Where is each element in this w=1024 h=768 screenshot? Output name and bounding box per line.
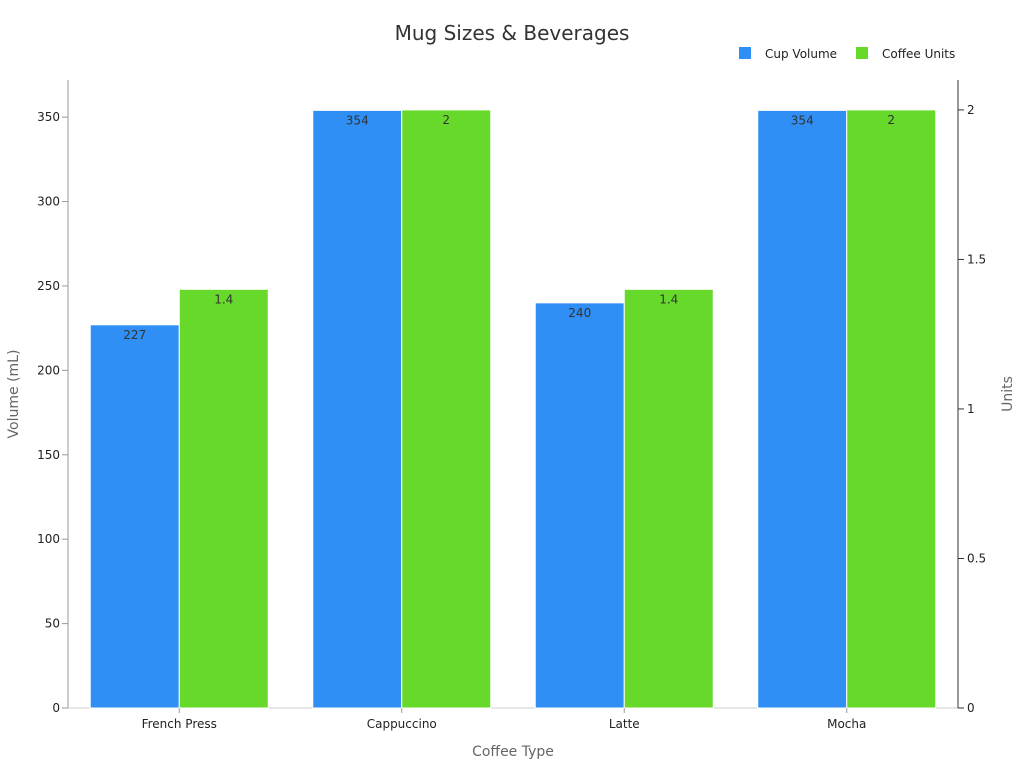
bar-coffee-units[interactable] <box>178 288 269 709</box>
bar-value-label: 2 <box>442 113 450 127</box>
bars-group <box>89 109 937 709</box>
y-tick-label-left: 50 <box>45 617 60 631</box>
y-tick-label-right: 1 <box>967 402 975 416</box>
y-tick-label-left: 0 <box>52 701 60 715</box>
x-ticks: French Press Cappuccino Latte Mocha <box>142 708 866 731</box>
y-tick-label-left: 100 <box>37 532 60 546</box>
bar-value-label: 354 <box>791 113 814 127</box>
y-ticks-right: 0 0.5 1 1.5 2 <box>958 103 986 715</box>
x-axis-title: Coffee Type <box>472 744 554 760</box>
bar-value-label: 354 <box>346 113 369 127</box>
legend: Cup Volume Coffee Units <box>739 47 955 61</box>
y-axis-title-right: Units <box>1000 376 1016 412</box>
y-tick-label-right: 1.5 <box>967 252 986 266</box>
y-tick-label-right: 2 <box>967 103 975 117</box>
bar-cup-volume[interactable] <box>89 324 180 709</box>
chart-title: Mug Sizes & Beverages <box>395 21 630 45</box>
bar-coffee-units[interactable] <box>846 109 937 709</box>
y-tick-label-left: 350 <box>37 110 60 124</box>
x-tick-label: Mocha <box>827 717 866 731</box>
y-tick-label-left: 150 <box>37 448 60 462</box>
bar-value-label: 227 <box>123 328 146 342</box>
x-tick-label: French Press <box>142 717 217 731</box>
y-tick-label-right: 0 <box>967 701 975 715</box>
bar-coffee-units[interactable] <box>401 109 492 709</box>
y-axis-title-left: Volume (mL) <box>6 350 22 439</box>
bar-value-label: 1.4 <box>659 292 678 306</box>
y-tick-label-left: 300 <box>37 195 60 209</box>
bar-value-label: 240 <box>568 306 591 320</box>
y-tick-label-left: 200 <box>37 363 60 377</box>
legend-swatch-cup-volume <box>739 47 751 59</box>
bar-coffee-units[interactable] <box>623 288 714 709</box>
bar-cup-volume[interactable] <box>312 109 403 709</box>
y-tick-label-right: 0.5 <box>967 551 986 565</box>
bar-value-label: 2 <box>887 113 895 127</box>
bar-cup-volume[interactable] <box>534 302 625 709</box>
bar-cup-volume[interactable] <box>757 109 848 709</box>
x-tick-label: Latte <box>609 717 640 731</box>
legend-label-cup-volume: Cup Volume <box>765 47 837 61</box>
legend-swatch-coffee-units <box>856 47 868 59</box>
legend-label-coffee-units: Coffee Units <box>882 47 955 61</box>
y-tick-label-left: 250 <box>37 279 60 293</box>
y-ticks-left: 0 50 100 150 200 250 300 350 <box>37 110 68 715</box>
bar-value-label: 1.4 <box>214 292 233 306</box>
x-tick-label: Cappuccino <box>367 717 437 731</box>
bar-labels-group: 227 1.4 354 2 240 1.4 354 2 <box>123 113 895 342</box>
